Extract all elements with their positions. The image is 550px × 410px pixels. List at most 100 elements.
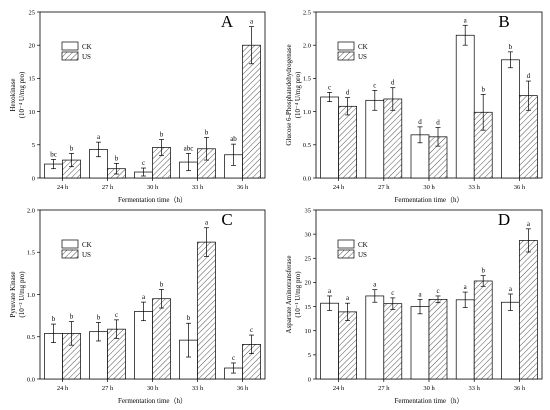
x-axis-label: Fermentation time（h） — [394, 196, 463, 204]
panel-letter: B — [498, 12, 509, 31]
x-tick-label: 24 h — [57, 385, 69, 392]
panel-b: 0.0 0.5 1.0 1.5 2.0 2.5 Glucose 6-Phosphatedeh… — [285, 9, 543, 204]
bar-us — [383, 303, 403, 380]
significance-letter: b — [205, 128, 209, 136]
significance-letter: b — [97, 313, 101, 321]
x-tick-label: 24 h — [333, 385, 345, 392]
x-tick-label: 36 h — [237, 385, 249, 392]
bar-ck — [320, 96, 339, 179]
bar-ck — [455, 34, 475, 179]
bar-ck — [134, 311, 153, 380]
x-tick-label: 27 h — [102, 184, 114, 191]
x-tick-label: 24 h — [57, 184, 69, 191]
x-tick-label: 30 h — [423, 385, 435, 392]
bar-us — [197, 241, 216, 380]
x-tick-label: 33 h — [192, 184, 204, 191]
significance-letter: c — [436, 287, 439, 295]
significance-letter: c — [328, 83, 331, 91]
panel-letter: A — [221, 12, 234, 31]
legend-swatch-us — [337, 249, 355, 259]
y-tick-label: 2.5 — [303, 9, 311, 16]
y-tick-label: 10 — [305, 328, 312, 335]
legend-label-ck: CK — [82, 43, 92, 51]
legend: CK US — [61, 41, 92, 61]
x-tick-label: 27 h — [102, 385, 114, 392]
legend-label-ck: CK — [358, 43, 368, 51]
bar-us — [338, 105, 357, 179]
significance-letter: b — [160, 280, 164, 288]
bar-us — [519, 240, 538, 380]
significance-letter: d — [346, 89, 350, 97]
significance-letter: b — [115, 154, 119, 162]
significance-letter: b — [509, 43, 513, 51]
y-axis-unit: (10⁻⁴ U/mg pro) — [294, 71, 302, 118]
y-tick-label: 5 — [308, 352, 311, 359]
legend-label-ck: CK — [358, 241, 368, 249]
significance-letter: a — [205, 219, 209, 227]
significance-letter: d — [527, 72, 531, 80]
panel-letter: D — [498, 210, 510, 229]
y-axis-unit: (10⁻⁴ U/mg pro) — [18, 71, 26, 118]
panel-c: 0.0 0.5 1.0 1.5 2.0 Pyruvate Kinase (10⁻² U/mg… — [9, 207, 266, 405]
significance-letter: a — [250, 18, 254, 26]
bar-us — [428, 298, 448, 380]
panel-d: 0 5 10 15 20 25 30 35 Aspartate Aminotransferase… — [285, 207, 543, 405]
legend-swatch-us — [337, 51, 355, 61]
y-tick-label: 15 — [29, 76, 36, 83]
legend-label-us: US — [82, 251, 91, 259]
significance-letter: d — [436, 119, 440, 127]
y-tick-label: 0.0 — [27, 376, 35, 383]
y-tick-label: 20 — [305, 280, 312, 287]
significance-letter: b — [481, 85, 485, 93]
legend: CK US — [337, 41, 368, 61]
x-axis-label: Fermentation time（h） — [118, 196, 187, 204]
y-tick-label: 25 — [305, 256, 312, 263]
legend-swatch-ck — [337, 41, 355, 51]
y-tick-label: 25 — [29, 9, 36, 16]
significance-letter: b — [52, 315, 56, 323]
x-tick-label: 27 h — [378, 184, 390, 191]
significance-letter: b — [160, 130, 164, 138]
significance-letter: a — [464, 16, 468, 24]
bar-ck — [320, 302, 339, 380]
legend-swatch-ck — [337, 239, 355, 249]
significance-letter: a — [346, 294, 350, 302]
bar-ck — [501, 301, 520, 380]
y-tick-label: 1.5 — [27, 250, 35, 257]
x-tick-label: 36 h — [514, 385, 526, 392]
significance-letter: c — [391, 289, 394, 297]
significance-letter: a — [527, 220, 531, 228]
significance-letter: c — [232, 354, 235, 362]
significance-letter: a — [418, 290, 422, 298]
x-tick-label: 33 h — [469, 184, 481, 191]
y-tick-label: 10 — [29, 109, 36, 116]
significance-letter: abc — [184, 144, 194, 152]
y-tick-label: 15 — [305, 304, 312, 311]
x-tick-label: 36 h — [514, 184, 526, 191]
legend: CK US — [337, 239, 368, 259]
x-tick-label: 27 h — [378, 385, 390, 392]
x-tick-label: 30 h — [423, 184, 435, 191]
significance-letter: b — [70, 313, 74, 321]
y-axis-label: Aspartate Aminotransferase — [285, 256, 293, 334]
bar-us — [152, 298, 171, 380]
legend-label-us: US — [358, 53, 367, 61]
legend-label-us: US — [82, 53, 91, 61]
panel-letter: C — [221, 210, 232, 229]
significance-letter: a — [97, 133, 101, 141]
significance-letter: b — [481, 267, 485, 275]
bar-us — [338, 311, 357, 380]
bar-ck — [365, 99, 385, 179]
significance-letter: a — [142, 293, 146, 301]
bar-us — [473, 280, 493, 380]
y-tick-label: 0.5 — [303, 142, 311, 149]
panel-a: 0 5 10 15 20 25 Hexokinase (10⁻⁴ U/mg pro) A 24 h… — [9, 9, 266, 204]
y-tick-label: 1.0 — [27, 292, 35, 299]
y-tick-label: 35 — [305, 207, 312, 214]
legend-label-ck: CK — [82, 241, 92, 249]
y-tick-label: 0 — [308, 376, 311, 383]
y-tick-label: 20 — [29, 43, 36, 50]
y-axis-unit: (10⁻² U/mg pro) — [18, 271, 26, 318]
y-axis-label: Pyruvate Kinase — [9, 271, 17, 317]
